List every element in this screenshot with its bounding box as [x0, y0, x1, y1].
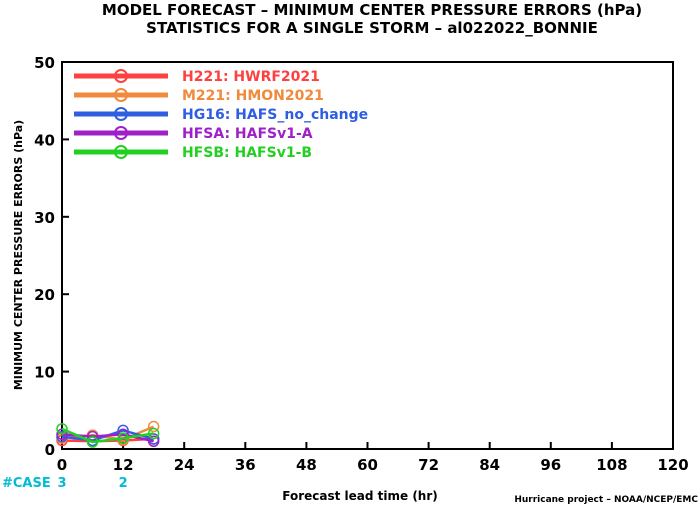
- x-tick-label: 0: [57, 456, 67, 474]
- chart-title: MODEL FORECAST – MINIMUM CENTER PRESSURE…: [102, 1, 642, 19]
- y-tick-label: 20: [34, 286, 55, 304]
- legend-swatch-marker: [114, 107, 128, 121]
- data-point: [117, 432, 129, 444]
- x-tick-label: 84: [479, 456, 500, 474]
- case-counts: #CASE 3 2: [2, 476, 128, 491]
- x-tick-label: 48: [296, 456, 317, 474]
- legend-entry-label: M221: HMON2021: [182, 88, 324, 104]
- legend-entry-label: HFSB: HAFSv1-B: [182, 145, 312, 161]
- x-axis-label: Forecast lead time (hr): [282, 489, 438, 503]
- data-point: [56, 423, 68, 435]
- data-point: [147, 435, 160, 448]
- y-tick-label: 30: [34, 209, 55, 227]
- x-tick-label: 72: [418, 456, 439, 474]
- x-tick-label: 120: [657, 456, 688, 474]
- legend-entry-label: H221: HWRF2021: [182, 69, 320, 85]
- case-count: 2: [119, 476, 128, 491]
- y-tick-label: 10: [34, 364, 55, 382]
- y-tick-label: 0: [45, 441, 55, 459]
- data-point: [86, 436, 99, 448]
- x-tick-label: 108: [596, 456, 627, 474]
- legend-swatch-marker: [114, 126, 128, 140]
- legend-swatch-marker: [114, 145, 128, 159]
- x-tick-label: 12: [113, 456, 134, 474]
- data-point: [147, 427, 160, 440]
- x-tick-label: 60: [357, 456, 378, 474]
- series-layer: [56, 420, 160, 448]
- x-tick-label: 36: [235, 456, 256, 474]
- legend: H221: HWRF2021 M221: HMON2021 HG16: HAFS_n…: [74, 69, 368, 161]
- x-tick-label: 24: [174, 456, 195, 474]
- x-axis: 0 12 24 36 48 60 72 84 96 108 120: [57, 442, 689, 474]
- y-tick-label: 50: [34, 54, 55, 72]
- legend-swatch-marker: [114, 88, 128, 102]
- series-line-4: [61, 427, 154, 444]
- y-axis-label: MINIMUM CENTER PRESSURE ERRORS (hPa): [12, 120, 25, 390]
- data-point: [147, 420, 160, 433]
- case-label: #CASE: [2, 476, 51, 491]
- y-tick-label: 40: [34, 131, 55, 149]
- x-tick-label: 96: [540, 456, 561, 474]
- chart-subtitle: STATISTICS FOR A SINGLE STORM – al022022…: [146, 19, 598, 37]
- y-axis: 0 10 20 30 40 50: [34, 54, 69, 459]
- legend-entry-label: HFSA: HAFSv1-A: [182, 126, 313, 142]
- legend-entry-label: HG16: HAFS_no_change: [182, 107, 368, 123]
- case-count: 3: [57, 476, 66, 491]
- credit-text: Hurricane project – NOAA/NCEP/EMC: [514, 495, 698, 505]
- legend-swatch-marker: [114, 69, 128, 83]
